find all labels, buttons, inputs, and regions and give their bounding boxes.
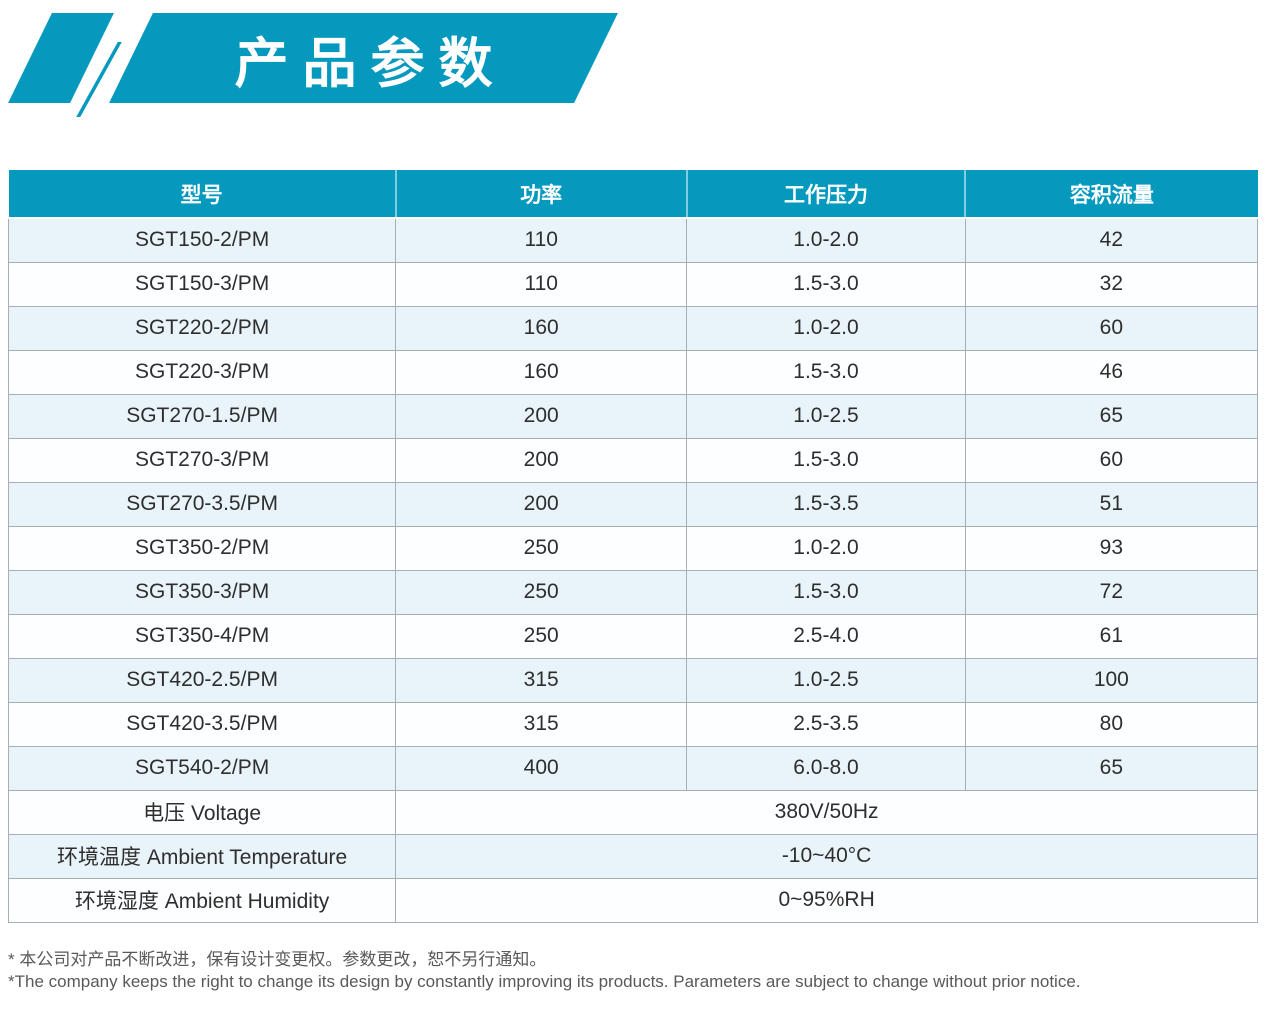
table-cell: 6.0-8.0 <box>686 745 966 791</box>
table-cell: 60 <box>964 305 1259 351</box>
table-cell: 100 <box>964 657 1259 703</box>
table-cell: SGT220-2/PM <box>7 305 397 351</box>
table-cell: 65 <box>964 393 1259 439</box>
spec-value: 380V/50Hz <box>395 789 1258 835</box>
table-cell: SGT420-3.5/PM <box>7 701 397 747</box>
table-cell: 250 <box>395 525 688 571</box>
column-header: 容积流量 <box>964 170 1258 219</box>
table-cell: 1.0-2.0 <box>686 525 966 571</box>
table-cell: 250 <box>395 569 688 615</box>
spec-sheet-page: 产品参数 型号 功率 工作压力 容积流量 SGT150-2/PM 110 1.0-2.0 4… <box>0 0 1268 993</box>
table-cell: 110 <box>395 217 688 263</box>
table-cell: 80 <box>964 701 1259 747</box>
table-cell: 1.0-2.5 <box>686 393 966 439</box>
table-cell: SGT150-2/PM <box>7 217 397 263</box>
table-cell: 61 <box>964 613 1259 659</box>
table-cell: SGT420-2.5/PM <box>7 657 397 703</box>
table-row: SGT270-1.5/PM 200 1.0-2.5 65 <box>7 393 1259 439</box>
table-cell: SGT150-3/PM <box>7 261 397 307</box>
table-header-row: 型号 功率 工作压力 容积流量 <box>8 170 1258 219</box>
column-header: 工作压力 <box>685 170 966 219</box>
table-cell: 2.5-4.0 <box>686 613 966 659</box>
table-cell: 200 <box>395 393 688 439</box>
table-cell: 93 <box>964 525 1259 571</box>
table-cell: 160 <box>395 349 688 395</box>
table-cell: 200 <box>395 437 688 483</box>
table-cell: 1.0-2.5 <box>686 657 966 703</box>
banner: 产品参数 <box>0 0 1268 170</box>
table-cell: 72 <box>964 569 1259 615</box>
table-row: SGT220-3/PM 160 1.5-3.0 46 <box>7 349 1259 395</box>
table-row: SGT420-2.5/PM 315 1.0-2.5 100 <box>7 657 1259 703</box>
table-row: SGT150-3/PM 110 1.5-3.0 32 <box>7 261 1259 307</box>
table-cell: 250 <box>395 613 688 659</box>
table-cell: 200 <box>395 481 688 527</box>
spec-row: 环境湿度 Ambient Humidity 0~95%RH <box>7 877 1258 923</box>
product-parameters-table: 型号 功率 工作压力 容积流量 SGT150-2/PM 110 1.0-2.0 42 SGT1… <box>7 170 1259 923</box>
table-row: SGT540-2/PM 400 6.0-8.0 65 <box>7 745 1259 791</box>
table-row: SGT350-3/PM 250 1.5-3.0 72 <box>7 569 1259 615</box>
table-row: SGT270-3.5/PM 200 1.5-3.5 51 <box>7 481 1259 527</box>
page-title: 产品参数 <box>234 33 507 94</box>
spec-row: 电压 Voltage 380V/50Hz <box>7 789 1258 835</box>
table-cell: 1.5-3.5 <box>686 481 966 527</box>
spec-label: 环境湿度 Ambient Humidity <box>7 877 397 923</box>
table-cell: SGT220-3/PM <box>7 349 397 395</box>
table-cell: 315 <box>395 657 688 703</box>
table-row: SGT150-2/PM 110 1.0-2.0 42 <box>7 217 1259 263</box>
table-cell: 1.5-3.0 <box>686 569 966 615</box>
footnotes: * 本公司对产品不断改进，保有设计变更权。参数更改，恕不另行通知。 *The c… <box>8 949 1268 993</box>
spec-value: -10~40°C <box>395 833 1258 879</box>
spec-value: 0~95%RH <box>395 877 1258 923</box>
table-cell: 46 <box>964 349 1259 395</box>
table-row: SGT270-3/PM 200 1.5-3.0 60 <box>7 437 1259 483</box>
table-cell: SGT270-3.5/PM <box>7 481 397 527</box>
table-cell: 42 <box>964 217 1259 263</box>
footnote-en: *The company keeps the right to change i… <box>8 971 1081 991</box>
table-cell: 1.5-3.0 <box>686 437 966 483</box>
table-cell: SGT270-3/PM <box>7 437 397 483</box>
table-cell: SGT350-2/PM <box>7 525 397 571</box>
table-row: SGT350-2/PM 250 1.0-2.0 93 <box>7 525 1259 571</box>
table-cell: 1.5-3.0 <box>686 349 966 395</box>
table-cell: SGT350-3/PM <box>7 569 397 615</box>
table-cell: 110 <box>395 261 688 307</box>
table-cell: 60 <box>964 437 1259 483</box>
table-cell: 400 <box>395 745 688 791</box>
column-header: 功率 <box>394 170 687 219</box>
spec-row: 环境温度 Ambient Temperature -10~40°C <box>7 833 1258 879</box>
table-cell: SGT540-2/PM <box>7 745 397 791</box>
table-cell: 1.5-3.0 <box>686 261 966 307</box>
table-row: SGT420-3.5/PM 315 2.5-3.5 80 <box>7 701 1259 747</box>
spec-label: 电压 Voltage <box>7 789 397 835</box>
table-row: SGT220-2/PM 160 1.0-2.0 60 <box>7 305 1259 351</box>
table-cell: 1.0-2.0 <box>686 217 966 263</box>
spec-label: 环境温度 Ambient Temperature <box>7 833 397 879</box>
table-cell: 32 <box>964 261 1259 307</box>
table-cell: 315 <box>395 701 688 747</box>
table-cell: SGT350-4/PM <box>7 613 397 659</box>
table-cell: 51 <box>964 481 1259 527</box>
table-row: SGT350-4/PM 250 2.5-4.0 61 <box>7 613 1259 659</box>
table-cell: SGT270-1.5/PM <box>7 393 397 439</box>
column-header: 型号 <box>8 170 396 219</box>
banner-parallelogram-decoration <box>8 13 114 103</box>
table-cell: 65 <box>964 745 1259 791</box>
footnote-zh: * 本公司对产品不断改进，保有设计变更权。参数更改，恕不另行通知。 <box>8 949 547 969</box>
table-cell: 2.5-3.5 <box>686 701 966 747</box>
table-cell: 1.0-2.0 <box>686 305 966 351</box>
table-cell: 160 <box>395 305 688 351</box>
